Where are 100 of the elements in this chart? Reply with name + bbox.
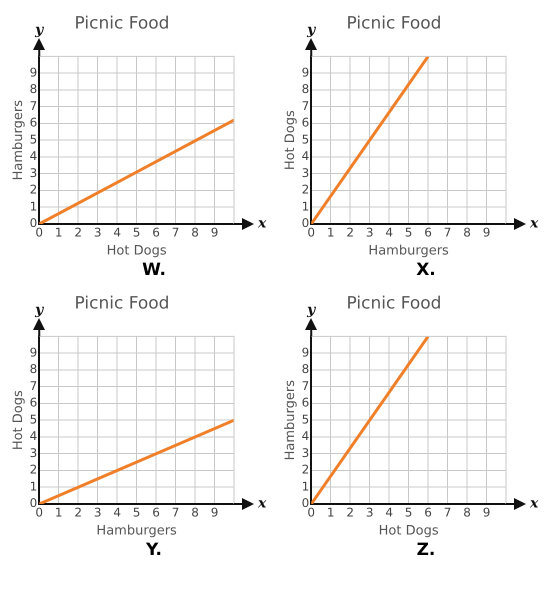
text: Z.: [416, 540, 436, 560]
x-tick-label: 5: [132, 505, 140, 520]
x-tick-label: 9: [210, 225, 218, 240]
y-tick-label: 8: [302, 82, 310, 96]
chart-title: Picnic Food: [74, 294, 170, 314]
x-tick-label: 6: [152, 505, 160, 520]
x-tick-label: 7: [444, 505, 452, 520]
x-tick-label: 2: [74, 505, 82, 520]
y-tick-label: 7: [302, 98, 310, 113]
x-tick-label: 9: [482, 505, 490, 520]
x-tick-label: 1: [54, 505, 63, 520]
y-tick-label: 8: [30, 362, 38, 376]
y-tick-label: 3: [30, 166, 38, 180]
y-tick-label: 3: [302, 166, 310, 180]
x-tick-label: 1: [326, 225, 335, 240]
x-tick-label: 7: [172, 505, 180, 520]
text: x: [257, 496, 267, 512]
text: y: [34, 22, 44, 38]
x-tick-label: 3: [366, 505, 374, 520]
x-tick-label: 8: [463, 505, 471, 520]
text: y: [34, 302, 44, 318]
x-tick-label: 5: [404, 505, 412, 520]
x-tick-label: 7: [172, 225, 180, 240]
y-axis-title: Hamburgers: [283, 380, 298, 460]
x-axis-title: Hamburgers: [96, 524, 178, 539]
x-tick-label: 3: [94, 505, 102, 520]
y-tick-label: 2: [30, 462, 38, 477]
text: x: [529, 216, 539, 232]
y-tick-label: 3: [302, 446, 310, 460]
x-tick-label: 8: [463, 225, 471, 240]
x-tick-label: 5: [404, 225, 412, 240]
y-tick-label: 4: [30, 149, 38, 164]
x-tick-label: 4: [113, 225, 121, 240]
chart-title: Picnic Food: [74, 14, 170, 34]
x-tick-label: 6: [424, 225, 432, 240]
y-tick-label: 6: [30, 116, 38, 130]
y-tick-label: 5: [302, 412, 310, 426]
x-tick-label: 1: [326, 505, 335, 520]
y-tick-label: 0: [302, 216, 310, 230]
y-tick-label: 5: [30, 412, 38, 426]
y-tick-label: 6: [302, 396, 310, 410]
y-tick-label: 0: [302, 496, 310, 510]
x-axis-title: Hot Dogs: [106, 244, 167, 259]
x-tick-label: 2: [346, 505, 354, 520]
y-tick-label: 9: [302, 65, 310, 80]
chart-title: Picnic Food: [346, 14, 442, 34]
y-tick-label: 7: [30, 378, 38, 393]
y-tick-label: 9: [30, 65, 38, 80]
text: y: [306, 302, 316, 318]
y-tick-label: 6: [302, 116, 310, 130]
x-tick-label: 8: [191, 225, 199, 240]
y-tick-label: 2: [302, 462, 310, 477]
x-tick-label: 2: [346, 225, 354, 240]
y-tick-label: 1: [302, 199, 310, 214]
x-tick-label: 1: [54, 225, 63, 240]
y-tick-label: 1: [30, 479, 38, 494]
y-tick-label: 1: [30, 199, 38, 214]
y-tick-label: 2: [30, 182, 38, 197]
y-axis-title: Hot Dogs: [11, 390, 26, 450]
x-axis-title: Hot Dogs: [378, 524, 439, 539]
x-tick-label: 3: [94, 225, 102, 240]
x-tick-label: 8: [191, 505, 199, 520]
y-tick-label: 6: [30, 396, 38, 410]
x-tick-label: 4: [113, 505, 121, 520]
x-tick-label: 4: [385, 505, 393, 520]
y-tick-label: 2: [302, 182, 310, 197]
y-tick-label: 7: [30, 98, 38, 113]
y-tick-label: 3: [30, 446, 38, 460]
x-tick-label: 4: [385, 225, 393, 240]
x-tick-label: 6: [152, 225, 160, 240]
text: x: [529, 496, 539, 512]
y-tick-label: 5: [30, 132, 38, 146]
text: W.: [142, 260, 166, 280]
x-tick-label: 2: [74, 225, 82, 240]
y-tick-label: 4: [302, 149, 310, 164]
text: x: [257, 216, 267, 232]
y-tick-label: 9: [302, 345, 310, 360]
y-tick-label: 9: [30, 345, 38, 360]
x-tick-label: 9: [482, 225, 490, 240]
text: X.: [416, 260, 436, 280]
y-tick-label: 8: [30, 82, 38, 96]
x-tick-label: 9: [210, 505, 218, 520]
y-tick-label: 4: [302, 429, 310, 444]
x-axis-title: Hamburgers: [368, 244, 450, 259]
x-tick-label: 6: [424, 505, 432, 520]
text: Y.: [146, 540, 162, 560]
y-tick-label: 1: [302, 479, 310, 494]
y-tick-label: 7: [302, 378, 310, 393]
x-tick-label: 5: [132, 225, 140, 240]
y-tick-label: 5: [302, 132, 310, 146]
text: y: [306, 22, 316, 38]
y-axis-title: Hamburgers: [11, 100, 26, 180]
x-tick-label: 7: [444, 225, 452, 240]
chart-title: Picnic Food: [346, 294, 442, 314]
y-tick-label: 4: [30, 429, 38, 444]
y-tick-label: 8: [302, 362, 310, 376]
y-tick-label: 0: [30, 496, 38, 510]
x-tick-label: 3: [366, 225, 374, 240]
y-axis-title: Hot Dogs: [283, 110, 298, 170]
y-tick-label: 0: [30, 216, 38, 230]
